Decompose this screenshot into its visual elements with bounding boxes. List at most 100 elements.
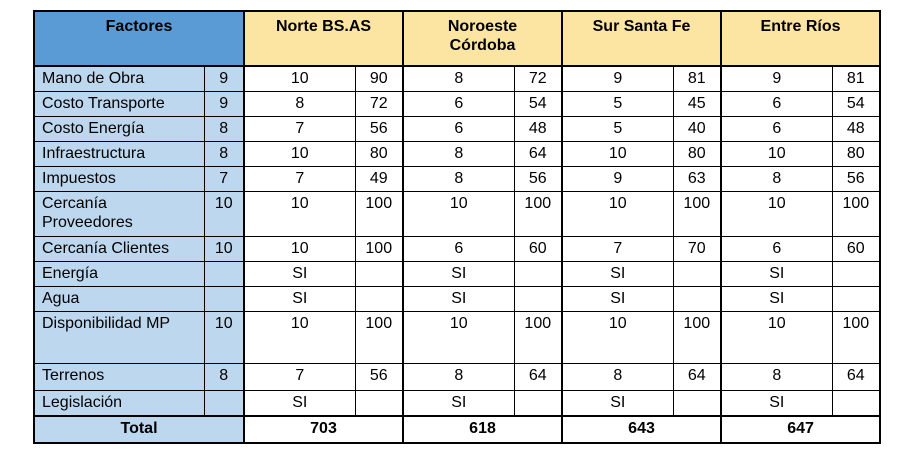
- table-row: Agua SI SI SI SI: [33, 286, 881, 312]
- cell-score: 48: [831, 116, 881, 142]
- cell-value: 10: [561, 141, 674, 167]
- table-row: Costo Energía 8 7 56 6 48 5 40 6 48: [33, 116, 881, 142]
- cell-value: 6: [720, 236, 833, 262]
- cell-value: 10: [720, 311, 833, 364]
- cell-score: 45: [672, 91, 722, 117]
- cell-value: SI: [243, 286, 356, 312]
- cell-score: 100: [672, 191, 722, 237]
- cell-value: SI: [720, 286, 833, 312]
- factor-weight: 10: [203, 311, 245, 364]
- cell-value: 6: [720, 91, 833, 117]
- cell-score: 90: [354, 65, 404, 92]
- cell-score: [354, 286, 404, 312]
- table-header-row: Factores Norte BS.AS Noroeste Córdoba Su…: [33, 10, 881, 67]
- cell-score: [672, 390, 722, 417]
- cell-value: 10: [561, 191, 674, 237]
- cell-score: [513, 390, 563, 417]
- cell-score: 100: [354, 191, 404, 237]
- factor-label: Disponibilidad MP: [33, 311, 205, 364]
- total-norte-bsas: 703: [243, 415, 404, 444]
- cell-score: 48: [513, 116, 563, 142]
- cell-value: 10: [243, 65, 356, 92]
- table-row: Impuestos 7 7 49 8 56 9 63 8 56: [33, 166, 881, 192]
- cell-value: 6: [402, 91, 515, 117]
- cell-score: 72: [513, 65, 563, 92]
- cell-value: 6: [720, 116, 833, 142]
- factor-label: Infraestructura: [33, 141, 205, 167]
- cell-value: SI: [561, 390, 674, 417]
- factor-weight: 7: [203, 166, 245, 192]
- factor-weight: 8: [203, 116, 245, 142]
- cell-score: 56: [831, 166, 881, 192]
- factor-label: Cercanía Clientes: [33, 236, 205, 262]
- cell-value: 10: [720, 191, 833, 237]
- cell-value: 8: [402, 141, 515, 167]
- cell-value: 8: [402, 363, 515, 391]
- cell-value: 10: [243, 236, 356, 262]
- cell-score: [513, 286, 563, 312]
- table-row: Disponibilidad MP 10 10 100 10 100 10 10…: [33, 311, 881, 364]
- cell-score: 100: [672, 311, 722, 364]
- total-entre-rios: 647: [720, 415, 881, 444]
- factor-weight: 8: [203, 363, 245, 391]
- cell-score: 80: [672, 141, 722, 167]
- total-sur-santa-fe: 643: [561, 415, 722, 444]
- cell-value: 7: [561, 236, 674, 262]
- total-noroeste-cordoba: 618: [402, 415, 563, 444]
- cell-value: SI: [402, 390, 515, 417]
- factor-label: Legislación: [33, 390, 205, 417]
- cell-score: 72: [354, 91, 404, 117]
- factor-label: Agua: [33, 286, 205, 312]
- cell-score: 100: [513, 191, 563, 237]
- factor-label: Cercanía Proveedores: [33, 191, 205, 237]
- region-header-norte-bsas: Norte BS.AS: [243, 10, 404, 67]
- cell-score: [831, 261, 881, 287]
- cell-value: 8: [561, 363, 674, 391]
- region-header-entre-rios: Entre Ríos: [720, 10, 881, 67]
- cell-score: 56: [354, 116, 404, 142]
- cell-value: 5: [561, 116, 674, 142]
- cell-value: SI: [243, 390, 356, 417]
- factor-weight: [203, 261, 245, 287]
- cell-value: SI: [243, 261, 356, 287]
- cell-value: 7: [243, 166, 356, 192]
- factor-label: Terrenos: [33, 363, 205, 391]
- table-row: Cercanía Clientes 10 10 100 6 60 7 70 6 …: [33, 236, 881, 262]
- cell-value: SI: [402, 286, 515, 312]
- cell-score: 64: [513, 141, 563, 167]
- cell-score: 64: [672, 363, 722, 391]
- cell-score: 56: [513, 166, 563, 192]
- cell-value: SI: [720, 261, 833, 287]
- cell-score: 100: [831, 191, 881, 237]
- cell-score: 100: [513, 311, 563, 364]
- factor-label: Costo Energía: [33, 116, 205, 142]
- cell-score: [513, 261, 563, 287]
- cell-score: 100: [354, 311, 404, 364]
- factor-weight: 9: [203, 65, 245, 92]
- cell-value: 8: [243, 91, 356, 117]
- factor-weight: 10: [203, 236, 245, 262]
- cell-score: 40: [672, 116, 722, 142]
- cell-value: 10: [243, 191, 356, 237]
- cell-value: 10: [720, 141, 833, 167]
- table-row: Mano de Obra 9 10 90 8 72 9 81 9 81: [33, 65, 881, 92]
- cell-score: 63: [672, 166, 722, 192]
- cell-value: SI: [561, 286, 674, 312]
- cell-score: 54: [513, 91, 563, 117]
- cell-score: [354, 261, 404, 287]
- cell-score: [672, 261, 722, 287]
- cell-score: 56: [354, 363, 404, 391]
- cell-value: 9: [561, 65, 674, 92]
- cell-score: [831, 286, 881, 312]
- total-label: Total: [33, 415, 245, 444]
- cell-score: 80: [354, 141, 404, 167]
- cell-score: 54: [831, 91, 881, 117]
- cell-score: [672, 286, 722, 312]
- cell-score: 60: [831, 236, 881, 262]
- cell-value: 8: [402, 65, 515, 92]
- cell-score: 64: [831, 363, 881, 391]
- cell-score: 64: [513, 363, 563, 391]
- cell-score: 70: [672, 236, 722, 262]
- table-row: Infraestructura 8 10 80 8 64 10 80 10 80: [33, 141, 881, 167]
